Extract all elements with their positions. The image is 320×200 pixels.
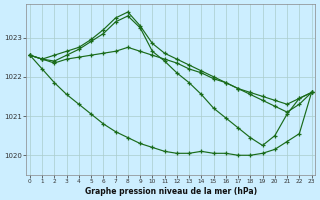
X-axis label: Graphe pression niveau de la mer (hPa): Graphe pression niveau de la mer (hPa) xyxy=(85,187,257,196)
